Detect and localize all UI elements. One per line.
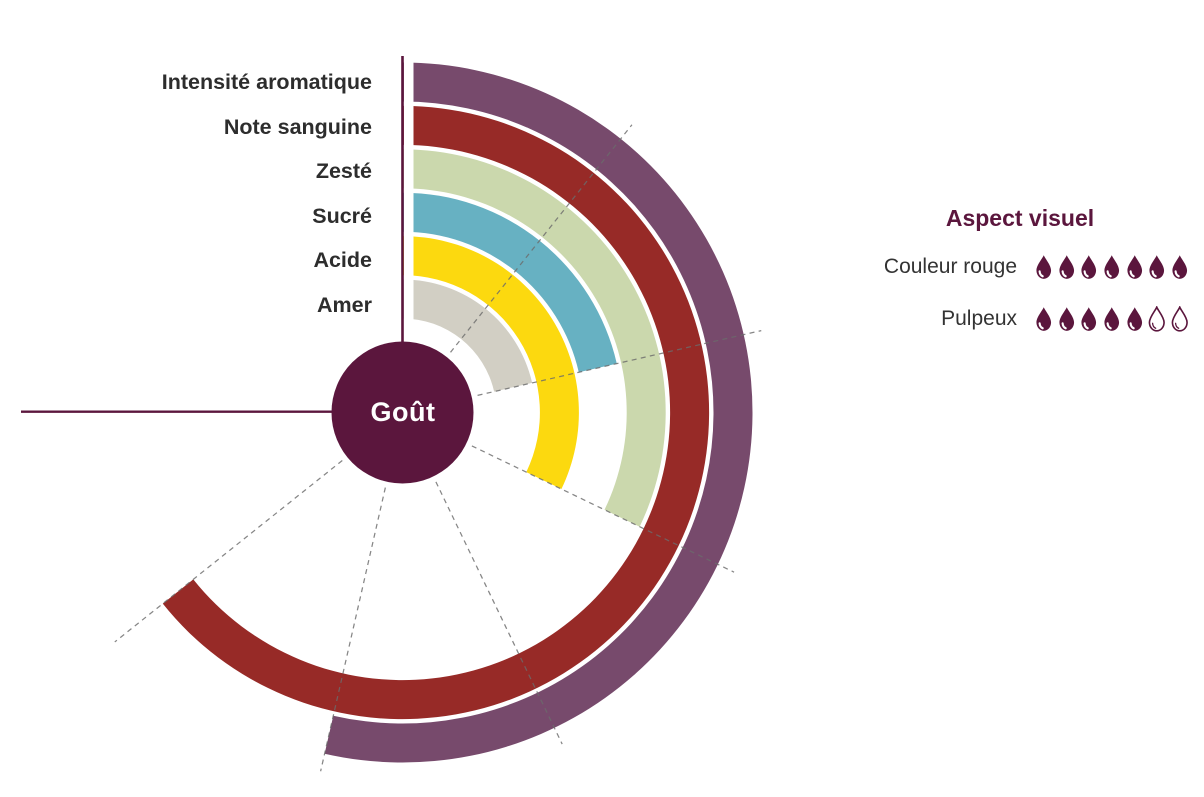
drop-icon-filled	[1059, 255, 1074, 279]
drop-icon-filled	[1104, 255, 1120, 279]
drop-icon-filled	[1081, 306, 1097, 331]
gridline-dashed-3	[471, 445, 735, 573]
hub-label: Goût	[370, 397, 436, 427]
drop-icon-filled	[1036, 306, 1052, 331]
taste-label-sucre: Sucré	[312, 203, 372, 228]
gridline-dashed-4	[435, 481, 563, 745]
drop-icon-filled	[1127, 255, 1142, 279]
drop-rating-7-of-7	[1034, 254, 1193, 280]
taste-attribute-labels: Intensité aromatique Note sanguine Zesté Su…	[0, 0, 372, 420]
drop-icon-filled	[1172, 255, 1188, 279]
taste-label-zeste: Zesté	[315, 159, 372, 184]
drop-icon-empty	[1149, 305, 1166, 332]
taste-label-note-sanguine: Note sanguine	[223, 114, 372, 139]
drop-icon-filled	[1059, 306, 1074, 331]
aspect-visuel-title: Aspect visuel	[945, 205, 1095, 231]
ring-arc-acide	[402, 236, 579, 490]
drop-icon-filled	[1149, 255, 1165, 279]
start-pad-mask	[403, 56, 414, 333]
aspect-row-label: Pulpeux	[941, 306, 1017, 330]
hub-circle	[331, 341, 474, 484]
ring-arc-amer	[402, 279, 533, 392]
ring-arc-zeste	[402, 149, 666, 527]
drop-icon-filled	[1104, 306, 1120, 331]
aspect-row-couleur-rouge: Couleur rouge	[850, 254, 1193, 280]
drop-icon-empty	[1171, 305, 1189, 332]
drop-icon-filled	[1127, 306, 1142, 331]
drop-rating-5-of-7	[1034, 305, 1193, 332]
taste-label-amer: Amer	[317, 293, 372, 317]
taste-label-intensite-aromatique: Intensité aromatique	[161, 70, 372, 94]
aspect-row-label: Couleur rouge	[883, 255, 1017, 278]
drop-icon-filled	[1081, 255, 1097, 279]
gridline-dashed-5	[320, 487, 386, 772]
aspect-row-pulpeux: Pulpeux	[850, 305, 1193, 332]
taste-label-acide: Acide	[313, 248, 372, 273]
gridline-dashed-2	[477, 330, 762, 396]
drop-icon-filled	[1036, 255, 1052, 279]
gridline-dashed-6	[114, 460, 343, 643]
gridline-dashed-1	[450, 124, 633, 353]
ring-arc-sucre	[402, 192, 617, 373]
